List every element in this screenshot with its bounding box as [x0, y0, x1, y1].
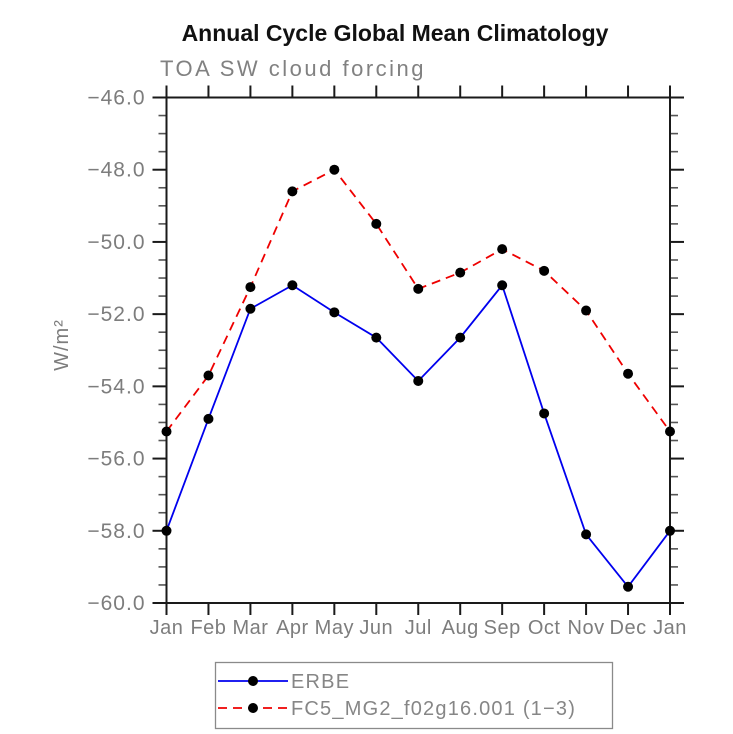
legend: ERBE FC5_MG2_f02g16.001 (1−3) [214, 661, 614, 730]
legend-label: FC5_MG2_f02g16.001 (1−3) [291, 698, 576, 720]
y-tick-label: −46.0 [87, 87, 145, 110]
data-point [413, 283, 424, 294]
data-point [161, 525, 172, 536]
x-tick-label: Aug [442, 617, 479, 639]
plot-border [165, 96, 671, 604]
data-point [329, 164, 340, 175]
page-title: Annual Cycle Global Mean Climatology [182, 20, 609, 46]
chart-subtitle: TOA SW cloud forcing [160, 56, 426, 81]
data-point [329, 307, 340, 318]
series-lines [161, 164, 675, 592]
data-point [623, 368, 634, 379]
y-tick-label: −50.0 [87, 231, 145, 254]
data-point [581, 529, 592, 540]
x-tick-label: Sep [484, 617, 521, 639]
x-tick-label: Nov [568, 617, 605, 639]
data-point [245, 303, 256, 314]
data-point [287, 186, 298, 197]
data-point [455, 332, 466, 343]
data-point [455, 267, 466, 278]
x-tick-labels: Jan Feb Mar Apr May Jun Jul Aug Sep Oct Nov Dec Jan [150, 617, 687, 639]
data-point [245, 282, 256, 293]
data-point [413, 375, 424, 386]
series-line-erbe [165, 283, 671, 589]
y-tick-labels: −46.0 −48.0 −50.0 −52.0 −54.0 −56.0 −58.0 −60.0 [87, 87, 145, 616]
data-point [203, 370, 214, 381]
x-tick-label: Oct [528, 617, 561, 639]
y-tick-label: −52.0 [87, 303, 145, 326]
axis-ticks [152, 85, 684, 615]
y-tick-label: −54.0 [87, 375, 145, 398]
data-point [665, 525, 675, 536]
y-tick-label: −56.0 [87, 448, 145, 471]
x-tick-label: Jan [653, 617, 687, 639]
data-point [371, 332, 382, 343]
series-line-model [165, 168, 671, 433]
x-tick-label: Jan [150, 617, 184, 639]
legend-label: ERBE [291, 671, 350, 693]
y-tick-label: −48.0 [87, 159, 145, 182]
data-point [665, 426, 675, 437]
y-tick-label: −60.0 [87, 592, 145, 615]
x-tick-label: Jun [359, 617, 393, 639]
data-point [623, 581, 634, 592]
legend-sample-marker [248, 703, 258, 713]
legend-box [214, 661, 614, 730]
legend-sample-marker [248, 676, 258, 686]
data-point [539, 265, 550, 276]
data-point [497, 280, 508, 291]
data-point [497, 244, 508, 255]
data-point [287, 280, 298, 291]
x-tick-label: Mar [232, 617, 268, 639]
x-tick-label: May [315, 617, 354, 639]
data-point [371, 218, 382, 229]
y-axis-label: W/m² [51, 319, 73, 371]
data-point [203, 413, 214, 424]
x-tick-label: Feb [190, 617, 226, 639]
data-point [539, 408, 550, 419]
x-tick-label: Dec [610, 617, 647, 639]
y-tick-label: −58.0 [87, 520, 145, 543]
data-point [161, 426, 172, 437]
x-tick-label: Jul [405, 617, 432, 639]
x-tick-label: Apr [276, 617, 309, 639]
data-point [581, 305, 592, 316]
